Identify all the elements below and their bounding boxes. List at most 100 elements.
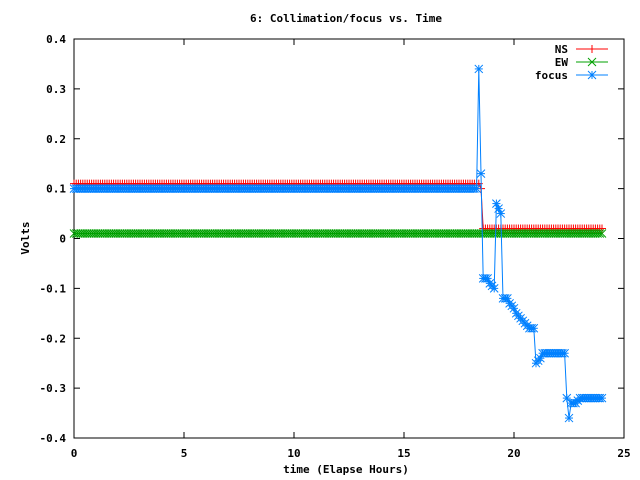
data-point — [122, 229, 132, 238]
data-point — [461, 229, 470, 238]
data-point — [417, 229, 426, 238]
chart-title: 6: Collimation/focus vs. Time — [250, 12, 442, 25]
data-point — [74, 229, 83, 238]
data-point — [135, 229, 145, 238]
data-point — [595, 229, 605, 238]
data-point — [137, 229, 147, 238]
data-point — [558, 229, 567, 238]
data-point — [91, 229, 101, 238]
data-point — [443, 229, 453, 238]
data-point — [382, 229, 391, 238]
data-point — [283, 229, 292, 238]
y-tick-label: 0.3 — [46, 83, 66, 96]
data-point — [412, 229, 422, 238]
data-point — [234, 229, 244, 238]
data-point — [184, 229, 193, 238]
data-point — [296, 229, 305, 238]
data-point — [157, 229, 167, 238]
data-point — [111, 229, 121, 238]
data-point — [489, 284, 499, 293]
data-point — [571, 229, 580, 238]
data-point — [467, 229, 477, 238]
data-point — [252, 229, 261, 238]
plot-frame — [73, 38, 625, 439]
data-point — [366, 229, 376, 238]
data-point — [551, 229, 561, 238]
data-point — [397, 229, 407, 238]
data-point — [597, 393, 607, 403]
data-point — [474, 229, 484, 238]
data-point — [144, 229, 154, 238]
data-point — [109, 229, 118, 238]
data-point — [142, 229, 151, 238]
data-point — [487, 229, 497, 238]
data-point — [439, 229, 448, 238]
data-point — [243, 229, 253, 238]
data-point — [305, 229, 314, 238]
data-point — [148, 229, 158, 238]
data-point — [432, 229, 442, 238]
x-tick-label: 15 — [397, 447, 410, 460]
data-point — [256, 229, 266, 238]
data-point — [309, 229, 319, 238]
data-point — [459, 229, 468, 238]
data-point — [280, 229, 290, 238]
data-point — [93, 229, 103, 238]
y-axis-label: Volts — [19, 221, 32, 254]
data-point — [529, 229, 539, 238]
data-point — [415, 229, 424, 238]
data-point — [217, 229, 226, 238]
data-point — [146, 229, 156, 238]
data-point — [529, 323, 539, 333]
data-point — [201, 229, 211, 238]
data-point — [346, 229, 356, 238]
data-point — [399, 229, 409, 238]
data-point — [258, 229, 268, 238]
data-point — [472, 184, 481, 193]
data-point — [584, 229, 594, 238]
data-point — [593, 229, 602, 238]
data-point — [162, 229, 171, 238]
data-point — [452, 229, 462, 238]
data-point — [96, 229, 105, 238]
data-point — [133, 229, 143, 238]
data-point — [159, 229, 169, 238]
data-point — [386, 229, 396, 238]
x-tick-label: 25 — [617, 447, 630, 460]
data-point — [166, 229, 176, 238]
y-tick-label: 0.1 — [46, 183, 66, 196]
data-point — [278, 229, 288, 238]
x-axis-label: time (Elapse Hours) — [283, 463, 409, 476]
data-point — [186, 229, 195, 238]
data-point — [470, 229, 479, 238]
data-point — [272, 229, 281, 238]
data-point — [289, 229, 299, 238]
data-point — [566, 229, 576, 238]
data-point — [100, 229, 110, 238]
data-point — [78, 229, 88, 238]
data-point — [560, 229, 569, 238]
data-point — [232, 229, 242, 238]
data-point — [564, 229, 574, 238]
data-point — [476, 229, 486, 238]
data-point — [210, 229, 220, 238]
x-tick-label: 10 — [287, 447, 300, 460]
data-point — [373, 229, 382, 238]
data-point — [322, 229, 332, 238]
data-point — [212, 229, 222, 238]
legend-marker — [587, 57, 597, 67]
data-point — [267, 229, 277, 238]
series-ew — [69, 229, 607, 238]
data-point — [190, 229, 200, 238]
data-point — [542, 229, 552, 238]
data-point — [384, 229, 393, 238]
data-point — [597, 229, 607, 238]
data-point — [577, 229, 587, 238]
data-point — [179, 229, 189, 238]
data-point — [525, 229, 534, 238]
data-point — [586, 229, 596, 238]
data-point — [375, 229, 385, 238]
data-point — [89, 229, 99, 238]
data-point — [87, 229, 96, 238]
data-point — [472, 229, 481, 238]
